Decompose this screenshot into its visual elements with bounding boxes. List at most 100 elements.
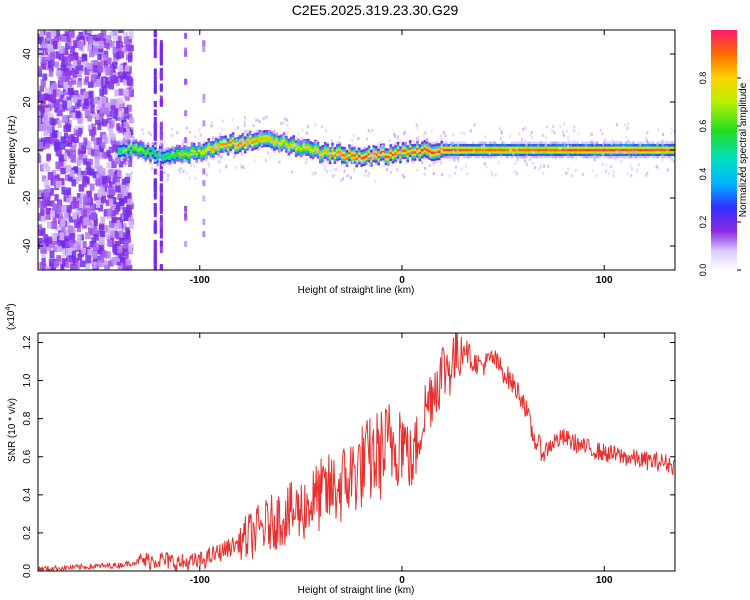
heatmap-halo-cell xyxy=(500,131,503,135)
heatmap-halo-cell xyxy=(131,138,134,142)
heatmap-noise-cell xyxy=(91,250,98,259)
heatmap-ridge-cell xyxy=(573,141,577,145)
heatmap-noise-cell xyxy=(90,74,97,83)
heatmap-ridge-cell xyxy=(464,141,468,145)
heatmap-ridge-cell xyxy=(491,153,494,157)
heatmap-ridge-cell xyxy=(615,153,618,157)
heatmap-noise-cell xyxy=(99,231,106,238)
heatmap-halo-cell xyxy=(526,163,529,167)
heatmap-ridge-cell xyxy=(501,153,504,157)
heatmap-noise-cell xyxy=(76,208,81,215)
heatmap-ridge-cell xyxy=(641,153,645,157)
heatmap-ridge-cell xyxy=(566,141,570,145)
heatmap-ridge-cell xyxy=(639,155,643,159)
heatmap-ridge-cell xyxy=(612,148,616,152)
heatmap-ridge-cell xyxy=(219,140,223,144)
heatmap-noise-cell xyxy=(153,116,157,123)
heatmap-ridge-cell xyxy=(326,160,329,163)
heatmap-noise-cell xyxy=(80,88,86,97)
heatmap-ridge-cell xyxy=(188,161,191,164)
heatmap-ridge-cell xyxy=(454,141,458,145)
heatmap-ridge-cell xyxy=(510,155,514,159)
heatmap-ridge-cell xyxy=(302,139,305,142)
heatmap-ridge-cell xyxy=(285,133,288,136)
heatmap-noise-cell xyxy=(113,36,118,44)
heatmap-ridge-cell xyxy=(340,156,344,159)
heatmap-halo-cell xyxy=(661,158,664,162)
heatmap-ridge-cell xyxy=(120,142,123,146)
heatmap-ridge-cell xyxy=(229,150,232,154)
heatmap-ridge-cell xyxy=(272,143,276,146)
heatmap-ridge-cell xyxy=(421,156,424,159)
heatmap-ridge-cell xyxy=(353,151,356,155)
heatmap-noise-cell xyxy=(91,123,96,131)
heatmap-noise-cell xyxy=(47,173,52,180)
heatmap-noise-cell xyxy=(41,192,47,199)
heatmap-noise-cell xyxy=(112,61,118,69)
heatmap-halo-cell xyxy=(547,164,550,168)
heatmap-ridge-cell xyxy=(336,156,339,159)
heatmap-noise-cell xyxy=(72,211,77,220)
heatmap-ridge-cell xyxy=(384,153,388,156)
heatmap-ridge-cell xyxy=(399,158,402,161)
heatmap-ridge-cell xyxy=(396,153,400,157)
heatmap-noise-cell xyxy=(159,200,163,207)
heatmap-noise-cell xyxy=(125,131,131,138)
heatmap-ridge-cell xyxy=(217,150,220,154)
heatmap-ridge-cell xyxy=(353,153,356,157)
heatmap-ridge-cell xyxy=(520,153,524,157)
heatmap-halo-cell xyxy=(630,164,633,168)
heatmap-ridge-cell xyxy=(124,152,128,155)
heatmap-ridge-cell xyxy=(428,157,431,160)
heatmap-ridge-cell xyxy=(190,151,194,155)
heatmap-noise-cell xyxy=(84,177,90,185)
heatmap-noise-cell xyxy=(110,210,116,217)
heatmap-noise-cell xyxy=(45,60,52,69)
heatmap-ridge-cell xyxy=(663,143,667,147)
heatmap-halo-cell xyxy=(460,130,463,134)
heatmap-noise-cell xyxy=(66,204,72,213)
heatmap-noise-cell xyxy=(53,260,59,268)
heatmap-ridge-cell xyxy=(277,147,281,151)
heatmap-ridge-cell xyxy=(214,149,218,153)
heatmap-noise-cell xyxy=(52,216,57,224)
heatmap-ridge-cell xyxy=(175,156,179,160)
heatmap-halo-cell xyxy=(396,135,399,139)
heatmap-noise-cell xyxy=(64,31,70,39)
heatmap-ridge-cell xyxy=(197,154,201,157)
heatmap-halo-cell xyxy=(457,143,460,147)
heatmap-ridge-cell xyxy=(122,153,126,157)
heatmap-ridge-cell xyxy=(491,148,494,152)
heatmap-halo-cell xyxy=(411,159,414,163)
heatmap-ridge-cell xyxy=(641,148,645,152)
heatmap-noise-cell xyxy=(159,134,163,141)
heatmap-ridge-cell xyxy=(493,148,497,152)
heatmap-halo-cell xyxy=(307,124,310,128)
heatmap-ridge-cell xyxy=(377,153,380,156)
heatmap-noise-cell xyxy=(38,262,41,269)
heatmap-ridge-cell xyxy=(471,153,475,157)
heatmap-ridge-cell xyxy=(501,148,504,152)
heatmap-noise-cell xyxy=(96,165,103,174)
heatmap-ridge-cell xyxy=(178,149,181,153)
heatmap-ridge-cell xyxy=(447,153,451,157)
heatmap-ridge-cell xyxy=(173,158,177,162)
heatmap-halo-cell xyxy=(648,146,651,150)
heatmap-noise-cell xyxy=(202,45,206,52)
heatmap-halo-cell xyxy=(532,147,535,151)
heatmap-noise-cell xyxy=(128,159,133,167)
heatmap-halo-cell xyxy=(303,153,306,157)
heatmap-ridge-cell xyxy=(411,146,414,149)
heatmap-noise-cell xyxy=(47,45,54,53)
snr-series-line xyxy=(38,333,675,571)
heatmap-halo-cell xyxy=(188,176,191,180)
heatmap-noise-cell xyxy=(79,36,85,43)
heatmap-noise-cell xyxy=(49,250,55,259)
heatmap-halo-cell xyxy=(131,171,134,175)
heatmap-ridge-cell xyxy=(226,148,230,151)
heatmap-halo-cell xyxy=(429,154,432,158)
heatmap-ridge-cell xyxy=(588,155,592,159)
heatmap-halo-cell xyxy=(358,157,361,161)
heatmap-halo-cell xyxy=(178,155,181,159)
heatmap-ridge-cell xyxy=(285,135,288,139)
